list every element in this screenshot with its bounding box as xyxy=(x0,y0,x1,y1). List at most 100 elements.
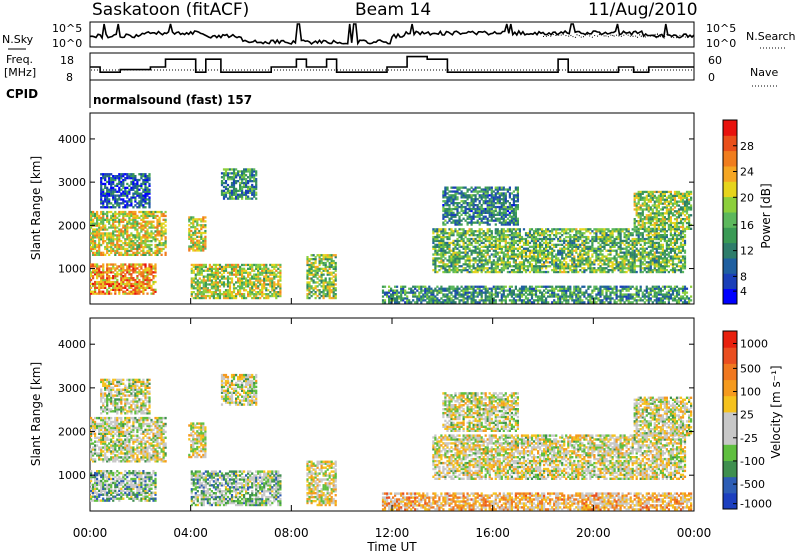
echo-cell xyxy=(498,270,501,274)
echo-cell xyxy=(565,230,568,233)
echo-cell xyxy=(537,257,540,260)
echo-cell xyxy=(579,261,582,264)
echo-cell xyxy=(567,255,570,258)
echo-cell xyxy=(573,289,576,292)
echo-cell xyxy=(196,281,199,284)
echo-cell xyxy=(253,273,256,276)
echo-cell xyxy=(440,289,443,292)
echo-cell xyxy=(639,297,642,300)
echo-cell xyxy=(452,270,455,274)
echo-cell xyxy=(539,270,542,274)
echo-cell xyxy=(124,206,127,209)
echo-cell xyxy=(518,287,521,290)
echo-cell xyxy=(118,253,121,256)
echo-cell xyxy=(551,247,554,250)
echo-cell xyxy=(202,275,205,278)
echo-cell xyxy=(464,267,467,270)
echo-cell xyxy=(192,249,195,252)
echo-cell xyxy=(563,265,566,268)
echo-cell xyxy=(541,293,544,296)
echo-cell xyxy=(102,220,105,223)
echo-cell xyxy=(277,267,280,270)
echo-cell xyxy=(490,263,493,266)
echo-cell xyxy=(480,249,483,252)
echo-cell xyxy=(488,243,491,246)
echo-cell xyxy=(90,220,93,223)
echo-cell xyxy=(613,228,616,231)
echo-cell xyxy=(204,263,207,267)
echo-cell xyxy=(488,259,491,262)
echo-cell xyxy=(611,289,614,292)
echo-cell xyxy=(522,241,526,245)
echo-cell xyxy=(194,281,197,284)
echo-cell xyxy=(498,235,501,239)
echo-cell xyxy=(577,270,580,274)
echo-cell xyxy=(134,267,137,270)
echo-cell xyxy=(528,289,532,292)
echo-cell xyxy=(204,226,207,229)
echo-cell xyxy=(454,259,457,262)
echo-cell xyxy=(232,291,236,294)
echo-cell xyxy=(130,196,133,199)
echo-cell xyxy=(140,243,143,247)
echo-cell xyxy=(569,293,572,296)
echo-cell xyxy=(247,176,250,179)
echo-cell xyxy=(259,265,262,269)
echo-cell xyxy=(667,293,670,296)
echo-cell xyxy=(492,301,495,304)
echo-cell xyxy=(675,301,679,304)
echo-cell xyxy=(526,293,530,296)
echo-cell xyxy=(128,238,131,241)
echo-cell xyxy=(132,186,135,189)
echo-cell xyxy=(114,243,117,247)
echo-cell xyxy=(478,269,481,272)
echo-cell xyxy=(551,230,554,233)
echo-cell xyxy=(92,228,95,231)
echo-cell xyxy=(466,232,469,235)
echo-cell xyxy=(490,269,493,272)
echo-cell xyxy=(605,291,608,294)
echo-cell xyxy=(480,289,483,292)
echo-cell xyxy=(202,285,205,288)
echo-cell xyxy=(565,299,568,302)
echo-cell xyxy=(605,241,608,245)
echo-cell xyxy=(442,301,445,304)
echo-cell xyxy=(192,222,195,225)
echo-cell xyxy=(472,245,475,248)
echo-cell xyxy=(116,240,119,243)
echo-cell xyxy=(528,301,532,304)
echo-cell xyxy=(526,249,530,252)
echo-cell xyxy=(138,284,141,288)
echo-cell xyxy=(255,275,258,278)
echo-cell xyxy=(243,263,246,267)
echo-cell xyxy=(112,232,115,235)
echo-cell xyxy=(102,290,105,293)
echo-cell xyxy=(593,237,596,241)
echo-cell xyxy=(318,254,321,257)
echo-cell xyxy=(314,287,317,290)
echo-cell xyxy=(555,234,558,237)
echo-cell xyxy=(158,243,161,247)
echo-cell xyxy=(140,196,143,199)
echo-cell xyxy=(134,242,137,245)
echo-cell xyxy=(198,271,201,274)
echo-cell xyxy=(312,273,315,276)
echo-cell xyxy=(490,235,493,239)
echo-cell xyxy=(573,228,576,231)
echo-cell xyxy=(235,174,238,177)
echo-cell xyxy=(106,275,109,278)
echo-cell xyxy=(310,273,313,276)
echo-cell xyxy=(569,243,572,246)
echo-cell xyxy=(472,291,475,294)
echo-cell xyxy=(154,269,157,272)
echo-cell xyxy=(480,259,483,262)
echo-cell xyxy=(545,237,548,241)
echo-cell xyxy=(154,249,157,253)
echo-cell xyxy=(573,263,576,266)
echo-cell xyxy=(400,297,403,300)
echo-cell xyxy=(565,265,568,268)
echo-cell xyxy=(320,271,323,274)
echo-cell xyxy=(198,269,201,272)
echo-cell xyxy=(142,253,145,256)
